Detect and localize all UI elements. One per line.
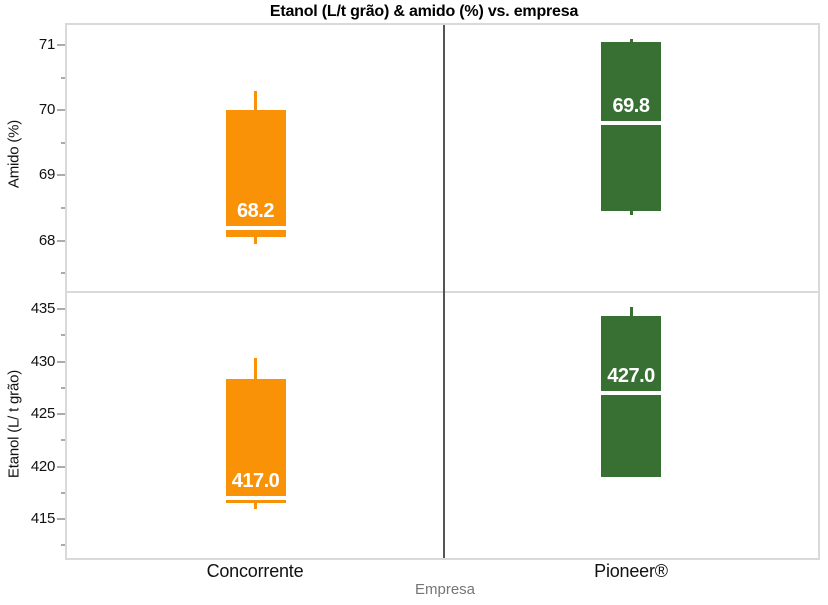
y-major-tick (57, 360, 65, 363)
y-major-tick (57, 413, 65, 416)
box-concorrente (225, 379, 286, 504)
y-tick-label: 435 (30, 300, 55, 317)
y-tick-label: 71 (38, 36, 55, 54)
y-minor-tick (61, 439, 65, 442)
x-axis-label-empresa: Empresa (414, 581, 476, 598)
y-major-tick (57, 518, 65, 521)
y-tick-label: 430 (30, 352, 55, 370)
median-line-pioneer (601, 391, 661, 396)
y-minor-tick (61, 334, 65, 337)
y-major-tick (57, 239, 65, 242)
y-minor-tick (61, 76, 65, 79)
y-tick-label: 69 (38, 166, 55, 184)
y-minor-tick (61, 491, 65, 494)
x-category-pioneer: Pioneer® (594, 561, 668, 581)
box-pioneer (601, 316, 661, 478)
plot-border-top (67, 23, 820, 25)
box-concorrente (225, 110, 286, 237)
y-tick-label: 425 (30, 405, 55, 423)
y-minor-tick (61, 386, 65, 389)
y-minor-tick (61, 272, 65, 275)
y-major-tick (57, 109, 65, 112)
x-category-concorrente: Concorrente (206, 561, 304, 581)
median-line-pioneer (601, 121, 661, 126)
chart-title: Etanol (L/t grão) & amido (%) vs. empres… (269, 3, 579, 20)
box-pioneer (601, 41, 661, 212)
y-tick-label: 415 (30, 510, 55, 528)
plot-border-left (65, 23, 67, 560)
y-tick-label: 70 (38, 101, 55, 119)
panel-divider-vertical (443, 25, 445, 558)
y-tick-label: 420 (30, 457, 55, 475)
median-value-label-concorrente: 417.0 (231, 470, 280, 493)
median-line-concorrente (225, 225, 286, 230)
y-tick-label: 68 (38, 231, 55, 249)
y-minor-tick (61, 141, 65, 144)
median-value-label-pioneer: 427.0 (607, 365, 655, 388)
plot-border-right (818, 23, 820, 560)
y-minor-tick (61, 544, 65, 547)
y-minor-tick (61, 206, 65, 209)
median-line-concorrente (225, 496, 286, 501)
y-major-tick (57, 308, 65, 310)
median-value-label-concorrente: 68.2 (237, 199, 274, 222)
panel-divider-horizontal (67, 291, 818, 293)
median-value-label-pioneer: 69.8 (612, 95, 650, 118)
plot-border-bottom (65, 558, 820, 560)
y-major-tick (57, 465, 65, 468)
y-major-tick (57, 44, 65, 47)
y-major-tick (57, 174, 65, 177)
